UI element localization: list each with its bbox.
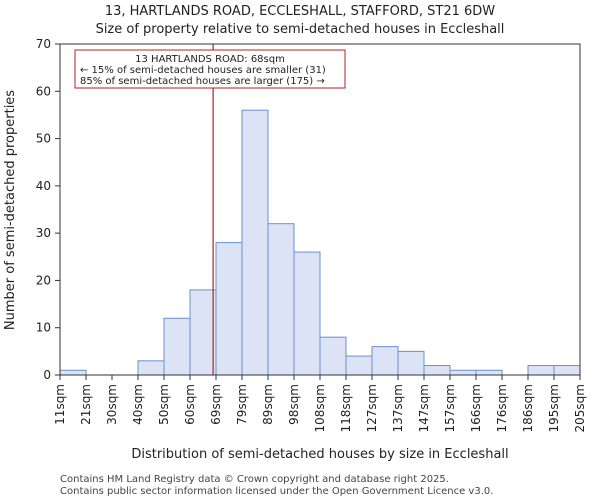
y-tick-label: 20 [36, 273, 51, 287]
y-tick-label: 50 [36, 132, 51, 146]
bar [371, 346, 399, 376]
plot-frame [59, 43, 581, 376]
bar [137, 360, 165, 376]
annotation-line-3: 85% of semi-detached houses are larger (… [80, 76, 325, 87]
bar [319, 336, 347, 376]
y-tick-label: 70 [36, 37, 51, 51]
chart-title: 13, HARTLANDS ROAD, ECCLESHALL, STAFFORD… [105, 4, 495, 19]
bar [345, 355, 373, 376]
bar [267, 223, 295, 376]
footer-line-1: Contains HM Land Registry data © Crown c… [60, 474, 449, 485]
bar [293, 251, 321, 376]
x-axis-title: Distribution of semi-detached houses by … [131, 447, 508, 462]
x-tick-label: 186sqm [521, 384, 535, 432]
footer-line-2: Contains public sector information licen… [60, 486, 493, 497]
annotation-frame [74, 49, 346, 89]
x-tick-label: 98sqm [287, 384, 301, 425]
bar [475, 369, 503, 376]
x-tick-label: 50sqm [157, 384, 171, 425]
annotation-line-2: ← 15% of semi-detached houses are smalle… [80, 65, 326, 76]
annotation-box: 13 HARTLANDS ROAD: 68sqm ← 15% of semi-d… [74, 49, 346, 89]
bar [397, 350, 425, 376]
x-tick-label: 79sqm [235, 384, 249, 425]
x-tick-label: 147sqm [417, 384, 431, 432]
y-axis: 0 10 20 30 40 50 60 70 [36, 37, 60, 382]
y-tick-label: 0 [43, 368, 51, 382]
x-tick-label: 21sqm [79, 384, 93, 425]
bars [59, 109, 581, 376]
y-tick-label: 30 [36, 226, 51, 240]
plot-area: 0 10 20 30 40 50 60 70 11sqm 21sqm 30sqm 40sqm 50sq… [36, 37, 587, 432]
bar [59, 369, 87, 376]
x-tick-label: 40sqm [131, 384, 145, 425]
x-tick-label: 108sqm [313, 384, 327, 432]
bar [215, 242, 243, 376]
x-tick-label: 205sqm [573, 384, 587, 432]
bar [163, 317, 191, 376]
x-tick-label: 30sqm [105, 384, 119, 425]
x-tick-label: 69sqm [209, 384, 223, 425]
annotation-line-1: 13 HARTLANDS ROAD: 68sqm [135, 54, 285, 65]
bar [423, 365, 451, 376]
y-tick-label: 40 [36, 179, 51, 193]
bar [189, 289, 217, 376]
bar [449, 369, 477, 376]
bar [241, 109, 269, 376]
x-tick-label: 195sqm [547, 384, 561, 432]
bar [527, 365, 555, 376]
x-axis: 11sqm 21sqm 30sqm 40sqm 50sqm 60sqm 69sqm 79sqm… [53, 375, 587, 432]
x-tick-label: 166sqm [469, 384, 483, 432]
y-axis-title: Number of semi-detached properties [3, 90, 18, 330]
x-tick-label: 137sqm [391, 384, 405, 432]
x-tick-label: 118sqm [339, 384, 353, 432]
x-tick-label: 89sqm [261, 384, 275, 425]
x-tick-label: 60sqm [183, 384, 197, 425]
x-tick-label: 176sqm [495, 384, 509, 432]
bar [553, 365, 581, 376]
x-tick-label: 127sqm [365, 384, 379, 432]
y-tick-label: 60 [36, 84, 51, 98]
chart-subtitle: Size of property relative to semi-detach… [96, 22, 505, 37]
x-tick-label: 157sqm [443, 384, 457, 432]
y-tick-label: 10 [36, 321, 51, 335]
x-tick-label: 11sqm [53, 384, 67, 425]
